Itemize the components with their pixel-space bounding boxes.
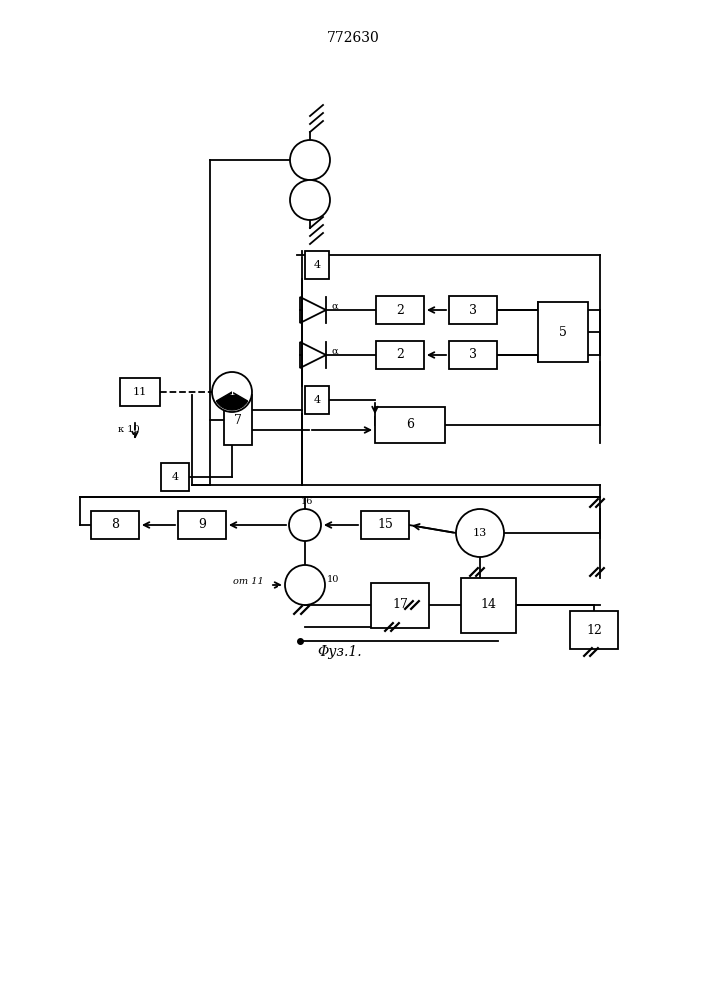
Circle shape: [289, 509, 321, 541]
Text: 5: 5: [559, 326, 567, 338]
Bar: [178, 511, 226, 539]
Text: 11: 11: [133, 387, 147, 397]
Text: 2: 2: [396, 349, 404, 361]
Text: 10: 10: [327, 576, 339, 584]
Text: 2: 2: [396, 304, 404, 316]
Text: 15: 15: [377, 518, 393, 532]
Text: 8: 8: [111, 518, 119, 532]
Text: 3: 3: [469, 304, 477, 316]
Circle shape: [456, 509, 504, 557]
Bar: [161, 463, 189, 491]
Text: 14: 14: [480, 598, 496, 611]
Bar: [361, 511, 409, 539]
Text: 6: 6: [406, 418, 414, 432]
Bar: [570, 611, 618, 649]
Text: 1: 1: [228, 387, 235, 397]
Bar: [371, 582, 429, 628]
Text: 4: 4: [313, 260, 320, 270]
Text: α: α: [331, 347, 338, 356]
Text: 4: 4: [313, 395, 320, 405]
Circle shape: [285, 565, 325, 605]
Text: 9: 9: [198, 518, 206, 532]
Bar: [376, 296, 424, 324]
Text: 17: 17: [392, 598, 408, 611]
Bar: [91, 511, 139, 539]
Text: к 10: к 10: [118, 426, 139, 434]
Circle shape: [290, 180, 330, 220]
Text: 4: 4: [171, 472, 179, 482]
Bar: [305, 251, 329, 279]
Text: 3: 3: [469, 349, 477, 361]
Bar: [224, 395, 252, 445]
Bar: [120, 378, 160, 406]
Wedge shape: [216, 392, 247, 410]
Text: 12: 12: [586, 624, 602, 637]
Text: 772630: 772630: [327, 31, 380, 45]
Bar: [538, 302, 588, 362]
Text: 7: 7: [234, 414, 242, 426]
Circle shape: [212, 372, 252, 412]
Bar: [460, 578, 515, 633]
Bar: [305, 386, 329, 414]
Bar: [375, 407, 445, 443]
Text: Φуз.1.: Φуз.1.: [317, 645, 362, 659]
Bar: [449, 296, 497, 324]
Text: от 11: от 11: [233, 576, 264, 585]
Text: 13: 13: [473, 528, 487, 538]
Text: 16: 16: [300, 497, 313, 506]
Bar: [376, 341, 424, 369]
Text: α: α: [331, 302, 338, 310]
Bar: [449, 341, 497, 369]
Circle shape: [290, 140, 330, 180]
